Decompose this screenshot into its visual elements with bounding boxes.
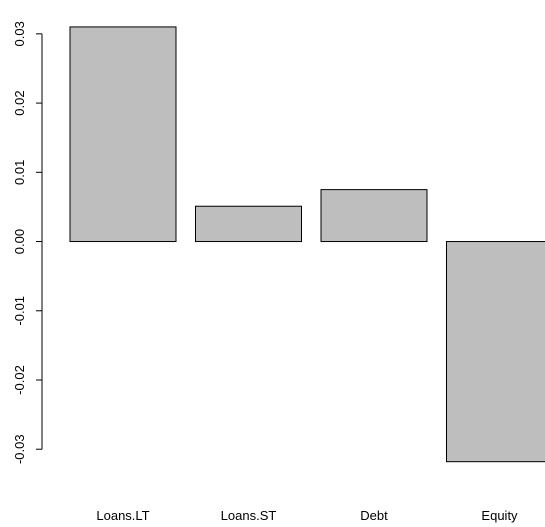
y-tick-label: 0.02 [12,90,27,115]
category-label: Debt [360,508,388,523]
bar-debt [320,189,428,243]
y-axis: -0.03 -0.02 -0.01 0.00 0.01 0.02 0.03 [12,21,43,464]
y-tick-label: 0.01 [12,160,27,185]
bar-equity [446,241,545,463]
y-tick-label: 0.03 [12,21,27,46]
y-tick-label: -0.03 [12,434,27,464]
category-labels: Loans.LT Loans.ST Debt Equity [96,508,518,523]
bars [69,26,545,463]
y-tick-label: -0.01 [12,296,27,326]
category-label: Loans.ST [221,508,277,523]
category-label: Equity [481,508,518,523]
y-ticks: -0.03 -0.02 -0.01 0.00 0.01 0.02 0.03 [12,21,42,464]
bar-loans-lt [69,26,177,243]
y-tick-label: 0.00 [12,229,27,254]
y-tick-label: -0.02 [12,365,27,395]
category-label: Loans.LT [96,508,149,523]
bar-loans-st [195,205,302,243]
